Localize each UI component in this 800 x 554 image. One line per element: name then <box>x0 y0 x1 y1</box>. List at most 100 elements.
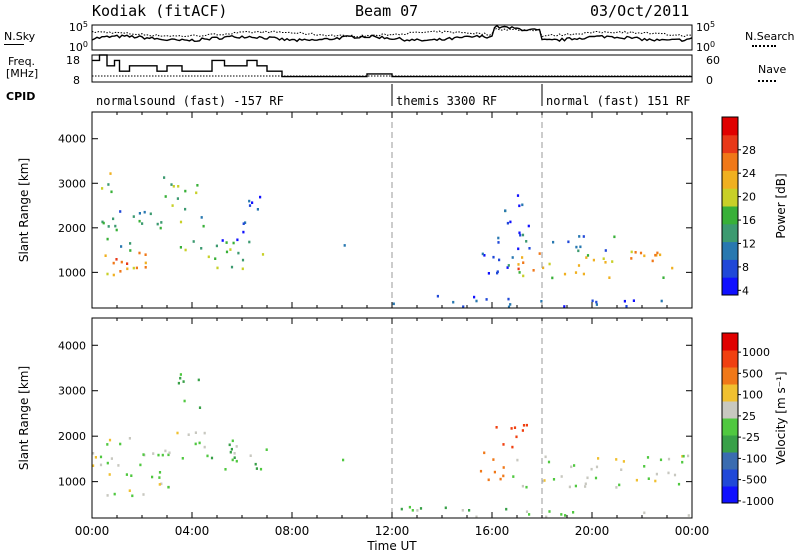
velocity-data-cell <box>594 476 598 480</box>
power-data-cell <box>591 299 594 303</box>
x-tick-label: 12:00 <box>375 524 410 538</box>
velocity-data-cell <box>618 483 621 487</box>
velocity-data-cell <box>586 476 589 480</box>
noise-strip-frame <box>91 24 693 51</box>
power-data-cell <box>592 258 595 262</box>
velocity-data-cell <box>584 482 587 486</box>
power-data-cell <box>170 183 173 186</box>
freq-tick-low: 8 <box>73 74 80 87</box>
power-data-cell <box>241 258 245 262</box>
power-data-cell <box>509 303 512 306</box>
power-data-cell <box>582 235 585 238</box>
power-data-cell <box>101 187 104 190</box>
velocity-data-cell <box>682 454 685 458</box>
colorbar-label: Power [dB] <box>774 173 788 238</box>
nsky-label: N.Sky <box>4 30 36 43</box>
velocity-data-cell <box>511 445 514 449</box>
colorbar-segment <box>722 418 738 436</box>
power-data-cell <box>507 297 510 301</box>
power-data-cell <box>171 204 174 207</box>
velocity-data-cell <box>203 431 206 435</box>
nsky-tick-high: 105 <box>69 20 88 35</box>
power-data-cell <box>552 240 555 244</box>
power-data-cell <box>120 245 123 248</box>
power-data-cell <box>149 212 152 216</box>
velocity-data-cell <box>502 474 505 478</box>
velocity-data-cell <box>521 429 524 432</box>
nave-legend-line <box>758 80 776 82</box>
velocity-data-cell <box>584 485 587 488</box>
power-data-cell <box>192 240 195 243</box>
velocity-data-cell <box>255 467 258 470</box>
velocity-data-cell <box>545 515 548 519</box>
velocity-data-cell <box>522 424 526 427</box>
power-data-cell <box>516 194 520 197</box>
power-data-cell <box>506 266 509 269</box>
power-data-cell <box>492 255 495 259</box>
power-data-cell <box>242 230 245 234</box>
velocity-data-cell <box>647 477 650 480</box>
velocity-data-cell <box>197 378 200 382</box>
velocity-data-cell <box>152 452 155 455</box>
power-data-cell <box>595 303 598 306</box>
velocity-data-cell <box>254 462 257 466</box>
power-data-cell <box>225 250 229 254</box>
power-data-cell <box>184 189 187 193</box>
power-data-cell <box>163 176 166 179</box>
power-data-cell <box>436 294 439 298</box>
power-data-cell <box>126 262 129 265</box>
power-data-cell <box>507 305 511 309</box>
power-data-cell <box>343 244 346 247</box>
power-data-cell <box>392 302 395 306</box>
colorbar-segment <box>722 350 738 368</box>
velocity-data-cell <box>677 482 681 486</box>
cpid-segment-label: themis 3300 RF <box>396 94 498 108</box>
freq-line <box>92 54 692 78</box>
colorbar-segment <box>722 277 738 296</box>
velocity-data-cell <box>108 473 111 476</box>
power-data-cell <box>567 240 570 244</box>
velocity-data-cell <box>342 458 345 462</box>
y-tick-label: 1000 <box>58 476 86 489</box>
velocity-data-cell <box>521 484 524 488</box>
power-data-cell <box>251 201 254 204</box>
power-data-cell <box>248 199 251 203</box>
velocity-data-cell <box>230 447 233 451</box>
nave-tick-high: 60 <box>706 54 720 67</box>
y-tick-label: 2000 <box>58 430 86 443</box>
station-title: Kodiak (fitACF) <box>92 2 228 20</box>
power-data-cell <box>129 242 132 245</box>
power-data-cell <box>509 220 512 224</box>
nsearch-tick-high: 105 <box>696 20 715 35</box>
power-data-cell <box>200 216 203 219</box>
freq-tick-high: 18 <box>66 54 80 67</box>
power-data-cell <box>144 253 147 256</box>
velocity-data-cell <box>194 442 197 446</box>
y-tick-label: 4000 <box>58 339 86 352</box>
power-data-cell <box>634 251 637 254</box>
power-data-cell <box>511 256 514 259</box>
colorbar-tick-label: -100 <box>742 452 767 465</box>
velocity-data-cell <box>128 489 131 492</box>
velocity-data-cell <box>228 443 231 447</box>
velocity-data-cell <box>235 459 238 463</box>
velocity-data-cell <box>499 477 502 481</box>
power-data-cell <box>548 262 551 266</box>
y-axis-label: Slant Range [km] <box>17 158 31 262</box>
power-data-cell <box>232 241 235 245</box>
power-data-cell <box>496 270 499 273</box>
velocity-data-cell <box>544 455 547 459</box>
power-data-cell <box>608 276 611 279</box>
power-data-cell <box>195 191 198 195</box>
velocity-data-cell <box>125 473 128 476</box>
power-data-cell <box>200 247 203 250</box>
velocity-data-cell <box>564 514 567 517</box>
power-data-cell <box>115 228 118 232</box>
power-data-cell <box>538 252 541 255</box>
velocity-data-cell <box>151 475 154 479</box>
colorbar-segment <box>722 435 738 453</box>
freq-unit-label: [MHz] <box>6 67 39 80</box>
power-data-cell <box>654 253 657 257</box>
velocity-data-cell <box>495 426 498 429</box>
